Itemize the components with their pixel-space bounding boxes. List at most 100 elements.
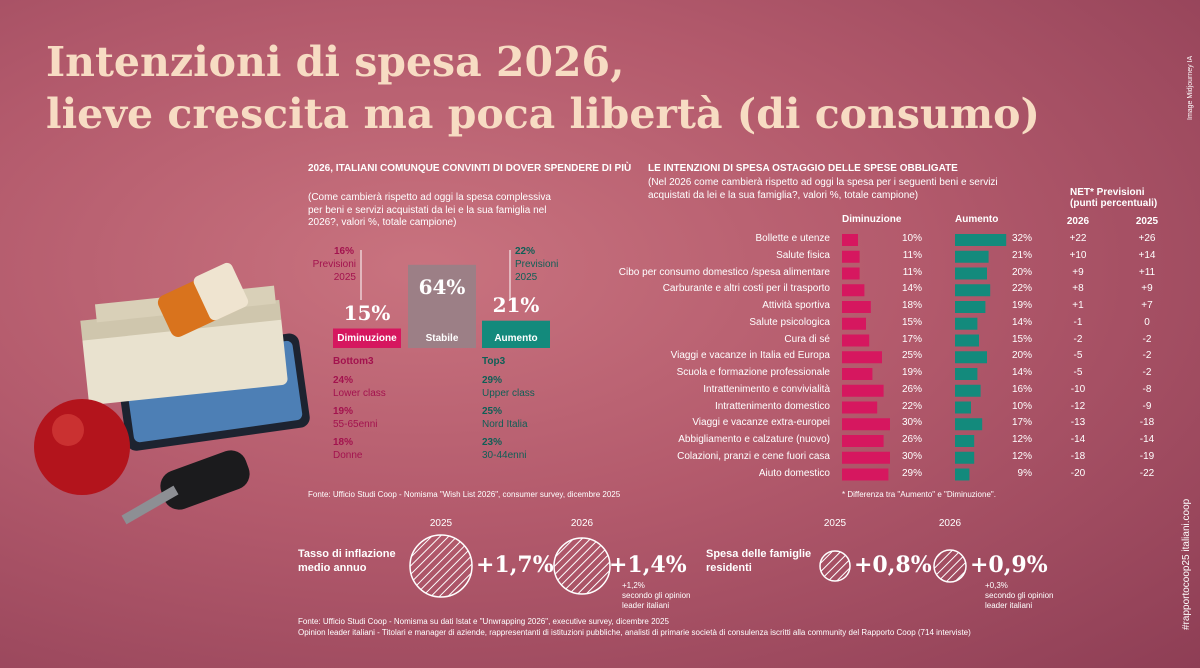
group-value: 18% — [333, 437, 354, 448]
title-line: Intenzioni di spesa 2026, — [46, 38, 625, 86]
net-2025: -18 — [1139, 417, 1155, 429]
net-2025: -19 — [1139, 450, 1155, 462]
previous-value: 22% — [515, 246, 536, 257]
group-title: Top3 — [482, 356, 506, 367]
category-label: Carburante e altri costi per il trasport… — [662, 283, 830, 295]
net-2026: -12 — [1070, 400, 1086, 412]
decrease-bar — [842, 267, 860, 280]
chart-title: LE INTENZIONI DI SPESA OSTAGGIO DELLE SP… — [648, 163, 958, 174]
increase-bar — [955, 284, 991, 297]
net-2025: +26 — [1138, 233, 1156, 244]
net-2025: -2 — [1142, 350, 1152, 362]
net-2025: -9 — [1142, 400, 1152, 412]
increase-bar — [955, 267, 987, 280]
decrease-bar — [842, 468, 889, 481]
group-label: 30-44enni — [482, 450, 527, 461]
connector-lines — [360, 250, 511, 300]
bar-value: 21% — [492, 292, 540, 317]
group-label: Donne — [333, 450, 363, 461]
opinion-note: secondo gli opinion leader italiani — [622, 591, 691, 610]
category-label: Intrattenimento domestico — [714, 400, 830, 412]
increase-value: 15% — [1011, 333, 1032, 345]
decrease-value: 25% — [901, 350, 922, 362]
increase-bar — [955, 334, 979, 347]
net-2026: +22 — [1069, 233, 1087, 244]
column-header: NET* Previsioni — [1070, 187, 1145, 198]
net-2025: +11 — [1138, 266, 1156, 278]
net-2026: -18 — [1070, 450, 1086, 462]
net-2025: +9 — [1141, 283, 1153, 295]
net-2025: -14 — [1139, 434, 1155, 445]
increase-value: 32% — [1011, 233, 1032, 244]
increase-value: 19% — [1011, 300, 1032, 311]
category-label: Viaggi e vacanze extra-europei — [692, 417, 830, 429]
indicator-year: 2025 — [429, 518, 453, 529]
increase-bar — [955, 351, 987, 364]
decrease-value: 30% — [901, 450, 922, 462]
decrease-bar — [842, 317, 866, 330]
net-2025: -2 — [1142, 333, 1152, 345]
panel-heading: 2026, ITALIANI COMUNQUE CONVINTI DI DOVE… — [308, 163, 632, 174]
category-label: Scuola e formazione professionale — [676, 367, 830, 378]
decrease-bar — [842, 334, 870, 347]
column-header: 2026 — [1066, 216, 1090, 227]
increase-value: 12% — [1011, 450, 1032, 462]
increase-bar — [955, 418, 983, 431]
bar-value: 64% — [418, 274, 466, 299]
decrease-value: 29% — [901, 467, 922, 479]
indicator-label: Tasso di inflazione medio annuo — [298, 548, 396, 574]
decrease-bar — [842, 401, 878, 414]
net-2026: +10 — [1069, 249, 1087, 261]
column-header: 2025 — [1135, 216, 1159, 227]
category-label: Salute fisica — [776, 249, 830, 261]
increase-bar — [955, 301, 986, 313]
decrease-bar — [842, 301, 871, 313]
increase-value: 14% — [1011, 367, 1032, 378]
category-label: Cibo per consumo domestico /spesa alimen… — [618, 266, 830, 278]
net-2026: -5 — [1073, 367, 1083, 378]
net-2025: +7 — [1141, 300, 1153, 311]
title-line: lieve crescita ma poca libertà (di consu… — [46, 90, 1040, 138]
net-2026: -13 — [1070, 417, 1086, 429]
net-2025: -22 — [1139, 467, 1155, 479]
decrease-value: 15% — [901, 316, 922, 328]
indicator-year: 2026 — [938, 518, 962, 529]
footer-line: Opinion leader italiani - Titolari e man… — [298, 628, 971, 637]
decrease-value: 11% — [902, 266, 922, 278]
increase-value: 20% — [1011, 266, 1032, 278]
decrease-value: 30% — [901, 417, 922, 429]
decrease-value: 18% — [901, 300, 922, 311]
bar-label: Diminuzione — [337, 333, 397, 344]
indicator-year: 2025 — [823, 518, 847, 529]
net-2026: -1 — [1073, 316, 1083, 328]
indicator-value: +1,4% — [609, 552, 687, 578]
indicator-label: Spesa delle famiglie residenti — [706, 548, 812, 574]
panel-question: (Come cambierà rispetto ad oggi la spesa… — [308, 192, 551, 228]
hashtag: #rapportocoop25 italiani.coop — [1181, 498, 1192, 630]
group-label: Lower class — [333, 388, 386, 399]
increase-bar — [955, 451, 975, 464]
increase-bar — [955, 368, 978, 380]
chart-note: * Differenza tra "Aumento" e "Diminuzion… — [842, 490, 996, 499]
net-2025: +14 — [1138, 249, 1156, 261]
decrease-bar — [842, 368, 873, 380]
decrease-value: 26% — [901, 383, 922, 395]
opinion-value: +1,2% — [622, 581, 645, 590]
decrease-bar — [842, 384, 884, 397]
net-2026: -20 — [1070, 467, 1086, 479]
group-title: Bottom3 — [333, 356, 374, 367]
decrease-bar — [842, 451, 890, 464]
group-value: 29% — [482, 375, 503, 386]
net-2025: 0 — [1144, 316, 1150, 328]
decrease-value: 11% — [902, 249, 922, 261]
category-label: Attività sportiva — [762, 300, 830, 311]
increase-value: 12% — [1011, 434, 1032, 445]
increase-bar — [955, 468, 970, 481]
increase-bar — [955, 384, 981, 397]
net-2026: +9 — [1072, 266, 1084, 278]
previous-label: Previsioni 2025 — [515, 259, 559, 283]
net-2026: -2 — [1073, 333, 1083, 345]
indicator-value: +0,9% — [970, 552, 1048, 578]
indicator-year: 2026 — [570, 518, 594, 529]
